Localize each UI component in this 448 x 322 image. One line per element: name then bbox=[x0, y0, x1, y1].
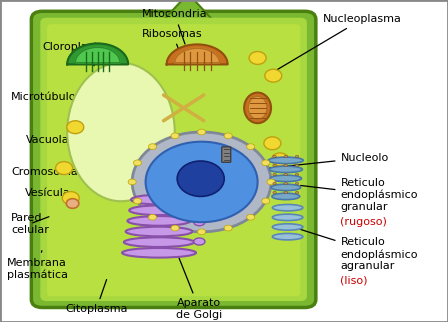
Ellipse shape bbox=[67, 121, 84, 134]
Ellipse shape bbox=[128, 216, 191, 226]
Ellipse shape bbox=[284, 155, 288, 158]
Polygon shape bbox=[43, 251, 85, 299]
Text: Pared
celular: Pared celular bbox=[11, 213, 49, 235]
Ellipse shape bbox=[146, 142, 258, 222]
Ellipse shape bbox=[262, 198, 270, 204]
Ellipse shape bbox=[244, 93, 271, 123]
Ellipse shape bbox=[247, 144, 255, 149]
Ellipse shape bbox=[249, 52, 266, 64]
Polygon shape bbox=[67, 43, 128, 64]
Ellipse shape bbox=[271, 184, 301, 191]
Text: Aparato
de Golgi: Aparato de Golgi bbox=[176, 255, 223, 320]
Ellipse shape bbox=[198, 129, 206, 135]
Ellipse shape bbox=[125, 227, 193, 236]
Ellipse shape bbox=[247, 214, 255, 220]
Ellipse shape bbox=[171, 133, 179, 139]
Ellipse shape bbox=[270, 175, 302, 182]
Ellipse shape bbox=[273, 191, 276, 194]
Ellipse shape bbox=[272, 193, 300, 200]
Ellipse shape bbox=[131, 195, 187, 204]
Ellipse shape bbox=[128, 179, 136, 185]
Ellipse shape bbox=[284, 182, 288, 185]
FancyBboxPatch shape bbox=[47, 24, 300, 296]
Ellipse shape bbox=[194, 219, 205, 226]
Text: Membrana
plasmática: Membrana plasmática bbox=[7, 251, 68, 280]
Ellipse shape bbox=[194, 238, 205, 245]
Polygon shape bbox=[161, 0, 215, 23]
Text: Reticulo
endoplásmico
granular: Reticulo endoplásmico granular bbox=[301, 178, 418, 212]
FancyBboxPatch shape bbox=[40, 18, 307, 301]
Ellipse shape bbox=[295, 191, 299, 194]
Ellipse shape bbox=[194, 196, 205, 203]
Ellipse shape bbox=[271, 153, 289, 166]
Text: Vacuola: Vacuola bbox=[26, 135, 96, 145]
Ellipse shape bbox=[198, 229, 206, 235]
Text: Citoplasma: Citoplasma bbox=[65, 279, 128, 314]
Ellipse shape bbox=[265, 69, 282, 82]
Ellipse shape bbox=[67, 63, 175, 201]
Ellipse shape bbox=[295, 164, 299, 167]
Ellipse shape bbox=[148, 144, 156, 149]
Ellipse shape bbox=[132, 132, 271, 232]
Ellipse shape bbox=[177, 161, 224, 196]
Ellipse shape bbox=[129, 205, 189, 215]
Ellipse shape bbox=[248, 96, 267, 119]
Ellipse shape bbox=[284, 173, 288, 176]
Ellipse shape bbox=[272, 214, 303, 221]
FancyBboxPatch shape bbox=[222, 147, 231, 162]
Text: (rugoso): (rugoso) bbox=[340, 217, 388, 227]
Ellipse shape bbox=[273, 173, 276, 176]
Ellipse shape bbox=[272, 224, 303, 230]
Ellipse shape bbox=[262, 160, 270, 166]
Text: Ribosomas: Ribosomas bbox=[142, 29, 203, 65]
Polygon shape bbox=[167, 44, 228, 64]
Ellipse shape bbox=[268, 157, 303, 164]
Text: Nucleoplasma: Nucleoplasma bbox=[267, 14, 401, 76]
Ellipse shape bbox=[148, 214, 156, 220]
Ellipse shape bbox=[124, 237, 194, 247]
Text: Nucleolo: Nucleolo bbox=[263, 153, 389, 169]
Text: Microtúbulos: Microtúbulos bbox=[11, 91, 94, 112]
Text: Reticulo
endoplásmico
agranular: Reticulo endoplásmico agranular bbox=[301, 230, 418, 271]
Ellipse shape bbox=[224, 133, 232, 139]
Ellipse shape bbox=[272, 204, 303, 211]
Text: Vesícula: Vesícula bbox=[25, 188, 78, 198]
Text: Mitocondria: Mitocondria bbox=[142, 9, 207, 44]
Ellipse shape bbox=[267, 179, 275, 185]
Ellipse shape bbox=[56, 162, 73, 175]
Text: (liso): (liso) bbox=[340, 275, 368, 285]
Ellipse shape bbox=[264, 137, 281, 150]
Ellipse shape bbox=[295, 182, 299, 185]
Ellipse shape bbox=[134, 160, 142, 166]
Ellipse shape bbox=[273, 164, 276, 167]
Text: Cloroplasto: Cloroplasto bbox=[43, 42, 105, 66]
Ellipse shape bbox=[295, 173, 299, 176]
FancyBboxPatch shape bbox=[31, 11, 316, 308]
Ellipse shape bbox=[171, 225, 179, 231]
Ellipse shape bbox=[134, 198, 142, 204]
Ellipse shape bbox=[66, 199, 79, 208]
Ellipse shape bbox=[122, 248, 196, 258]
Ellipse shape bbox=[224, 225, 232, 231]
Ellipse shape bbox=[284, 164, 288, 167]
Polygon shape bbox=[75, 47, 120, 63]
Ellipse shape bbox=[295, 155, 299, 158]
Ellipse shape bbox=[273, 182, 276, 185]
Polygon shape bbox=[175, 48, 220, 63]
Ellipse shape bbox=[272, 233, 303, 240]
Ellipse shape bbox=[273, 155, 276, 158]
Ellipse shape bbox=[284, 191, 288, 194]
Ellipse shape bbox=[62, 192, 79, 204]
Ellipse shape bbox=[269, 166, 302, 173]
Text: Cromosomas: Cromosomas bbox=[11, 167, 145, 177]
